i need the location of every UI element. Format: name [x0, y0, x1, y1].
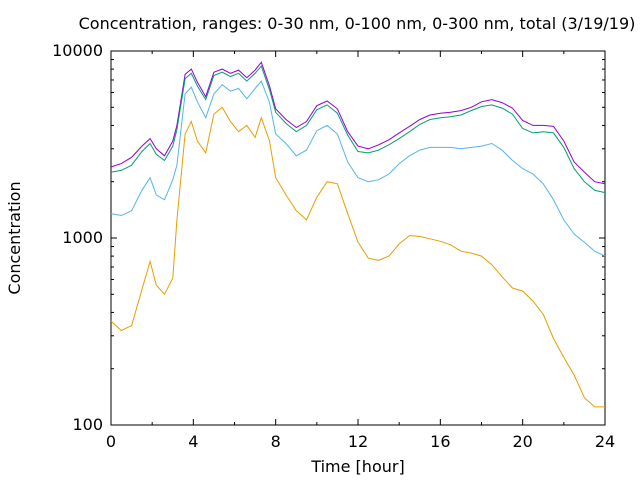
x-tick-label: 8 [271, 432, 281, 451]
x-axis: 0 4 8 12 16 20 24 [106, 51, 615, 451]
x-tick-label: 4 [188, 432, 198, 451]
x-tick-label: 16 [430, 432, 450, 451]
y-tick-label: 10000 [52, 41, 103, 60]
chart-title: Concentration, ranges: 0-30 nm, 0-100 nm… [79, 14, 636, 33]
series-layer [110, 61, 606, 408]
plot-area [110, 50, 606, 426]
series-line-1 [110, 61, 606, 185]
series-line-4 [110, 106, 605, 408]
x-tick-label: 20 [512, 432, 532, 451]
y-tick-label: 1000 [62, 228, 103, 247]
x-tick-label: 0 [106, 432, 116, 451]
series-line-2 [110, 65, 606, 194]
y-axis: 100 1000 10000 [52, 41, 605, 434]
series-line-3 [110, 80, 606, 257]
x-tick-label: 12 [348, 432, 368, 451]
y-tick-label: 100 [72, 415, 103, 434]
y-axis-label: Concentration [5, 181, 24, 294]
plot-frame [110, 50, 606, 426]
x-axis-label: Time [hour] [310, 457, 404, 476]
x-tick-label: 24 [595, 432, 615, 451]
